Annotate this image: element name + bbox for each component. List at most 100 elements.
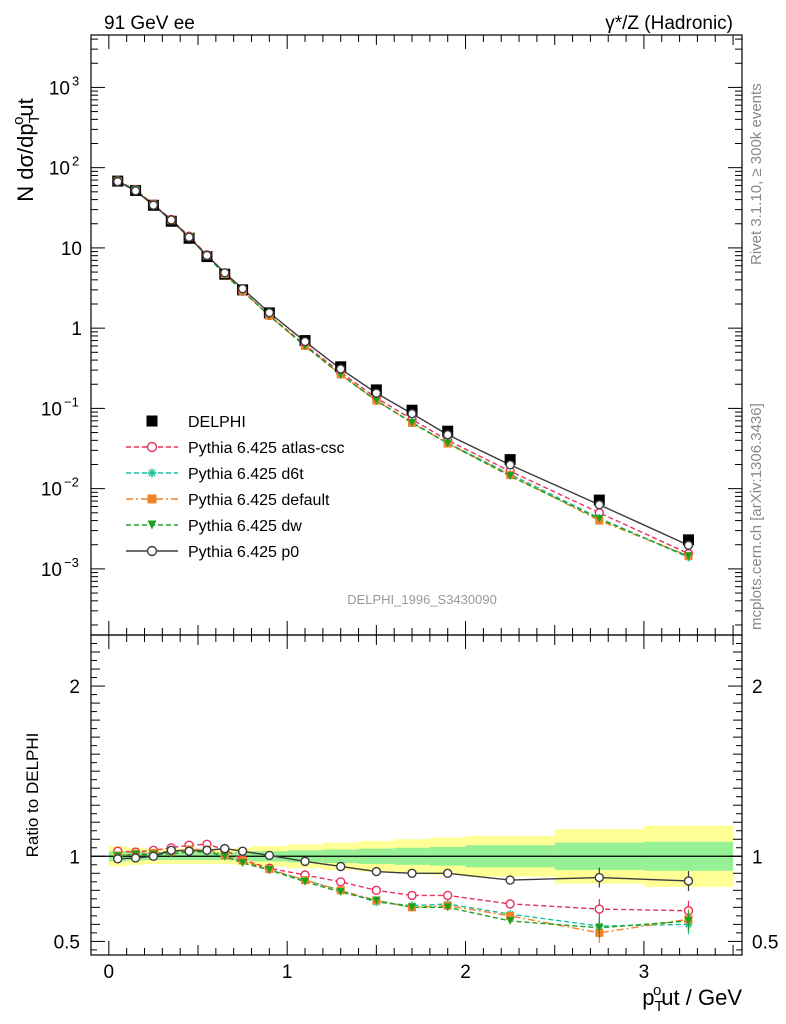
data-point: [335, 364, 346, 374]
rivet-version-label: Rivet 3.1.10, ≥ 300k events: [748, 83, 765, 265]
data-point: [220, 268, 230, 278]
data-point: [202, 250, 212, 261]
y-axis-label: N dσ/dpTout: [10, 98, 43, 202]
data-point: [443, 903, 452, 912]
ratio-y-tick-label-right: 1: [752, 847, 763, 868]
x-tick-label: 1: [282, 962, 293, 983]
data-point: [372, 396, 381, 405]
data-point: [684, 916, 693, 925]
data-point: [371, 885, 382, 896]
markers-layer: [112, 175, 694, 943]
data-point: [130, 853, 141, 863]
data-point: [371, 866, 382, 877]
data-point: [335, 877, 346, 887]
data-point: [237, 284, 248, 294]
data-point-stroke: [148, 469, 156, 477]
y-tick-label-exponent: −2: [64, 475, 79, 490]
data-point: [683, 876, 694, 886]
data-point: [506, 911, 515, 920]
data-point: [407, 890, 417, 901]
data-point: [166, 845, 176, 856]
legend-label: Pythia 6.425 dw: [188, 518, 302, 535]
y-tick-label-exponent: 3: [72, 73, 79, 88]
data-point: [130, 186, 141, 196]
y-axis-label-text: N dσ/dpTout: [10, 98, 43, 202]
ratio-uncertainty-bands: [91, 825, 742, 887]
data-point: [594, 904, 605, 914]
data-point: [237, 846, 248, 856]
data-point: [594, 500, 605, 510]
x-axis-label: pTout / GeV: [642, 982, 742, 1015]
data-point: [148, 200, 159, 210]
header-left: 91 GeV ee: [104, 13, 195, 34]
ratio-y-tick-label: 2: [69, 677, 80, 698]
data-point: [595, 514, 604, 523]
legend-label: Pythia 6.425 atlas-csc: [188, 440, 345, 457]
y-tick-label-exponent: −1: [64, 394, 79, 409]
legend-label: DELPHI: [188, 414, 246, 431]
legend-label: Pythia 6.425 default: [188, 492, 330, 509]
data-point: [147, 520, 157, 530]
data-point: [301, 877, 310, 886]
data-point: [407, 868, 417, 878]
data-point: [594, 872, 605, 883]
y-tick-label: 10: [41, 399, 62, 420]
ratio-y-axis-label: Ratio to DELPHI: [23, 733, 42, 858]
data-point: [408, 903, 417, 912]
ratio-y-tick-label-right: 0.5: [752, 932, 778, 953]
data-point: [300, 336, 310, 347]
data-point: [184, 232, 194, 242]
data-point: [505, 875, 515, 885]
data-point: [443, 439, 452, 448]
data-point: [238, 859, 247, 868]
data-point: [166, 215, 176, 225]
data-point: [148, 851, 159, 861]
data-point: [220, 852, 229, 861]
x-tick-label: 0: [104, 962, 115, 983]
data-point: [147, 468, 157, 478]
data-point: [202, 845, 212, 856]
watermark-label: DELPHI_1996_S3430090: [347, 592, 497, 607]
main-series-line: [117, 180, 689, 546]
mcplots-label: mcplots.cern.ch [arXiv:1306.3436]: [748, 403, 765, 630]
main-series-line: [117, 180, 689, 557]
ratio-y-tick-label-right: 2: [752, 677, 763, 698]
data-point: [505, 460, 515, 470]
data-point: [265, 865, 274, 874]
data-point: [335, 861, 346, 872]
data-point: [408, 418, 417, 427]
data-point: [443, 890, 453, 901]
y-tick-label: 1: [71, 319, 82, 340]
y-tick-label: 10: [49, 78, 70, 99]
data-point: [113, 176, 123, 187]
data-point: [505, 899, 515, 909]
data-point: [684, 552, 693, 561]
ratio-y-axis-label-text: Ratio to DELPHI: [23, 733, 42, 858]
y-tick-label: 10: [41, 480, 62, 501]
data-point: [595, 923, 604, 932]
data-point: [264, 850, 275, 861]
x-tick-label: 3: [639, 962, 650, 983]
legend: DELPHI Pythia 6.425 atlas-csc Pythia 6.425…: [126, 414, 345, 561]
data-point: [220, 843, 230, 854]
data-point: [184, 846, 194, 856]
data-point: [264, 307, 275, 318]
data-point: [300, 856, 310, 867]
data-point: [683, 540, 694, 550]
data-point: [146, 545, 158, 557]
data-point: [506, 916, 515, 925]
data-point: [371, 388, 382, 398]
data-point: [504, 454, 516, 466]
x-tick-label: 2: [460, 962, 471, 983]
data-point: [146, 415, 158, 427]
ratio-plot-frame: [90, 634, 743, 956]
y-tick-label-exponent: −3: [64, 555, 79, 570]
legend-label: Pythia 6.425 d6t: [188, 466, 304, 483]
data-point: [113, 854, 123, 864]
data-point: [372, 896, 381, 905]
data-point: [682, 534, 694, 546]
data-point: [506, 472, 515, 481]
y-tick-label: 10: [61, 239, 82, 260]
